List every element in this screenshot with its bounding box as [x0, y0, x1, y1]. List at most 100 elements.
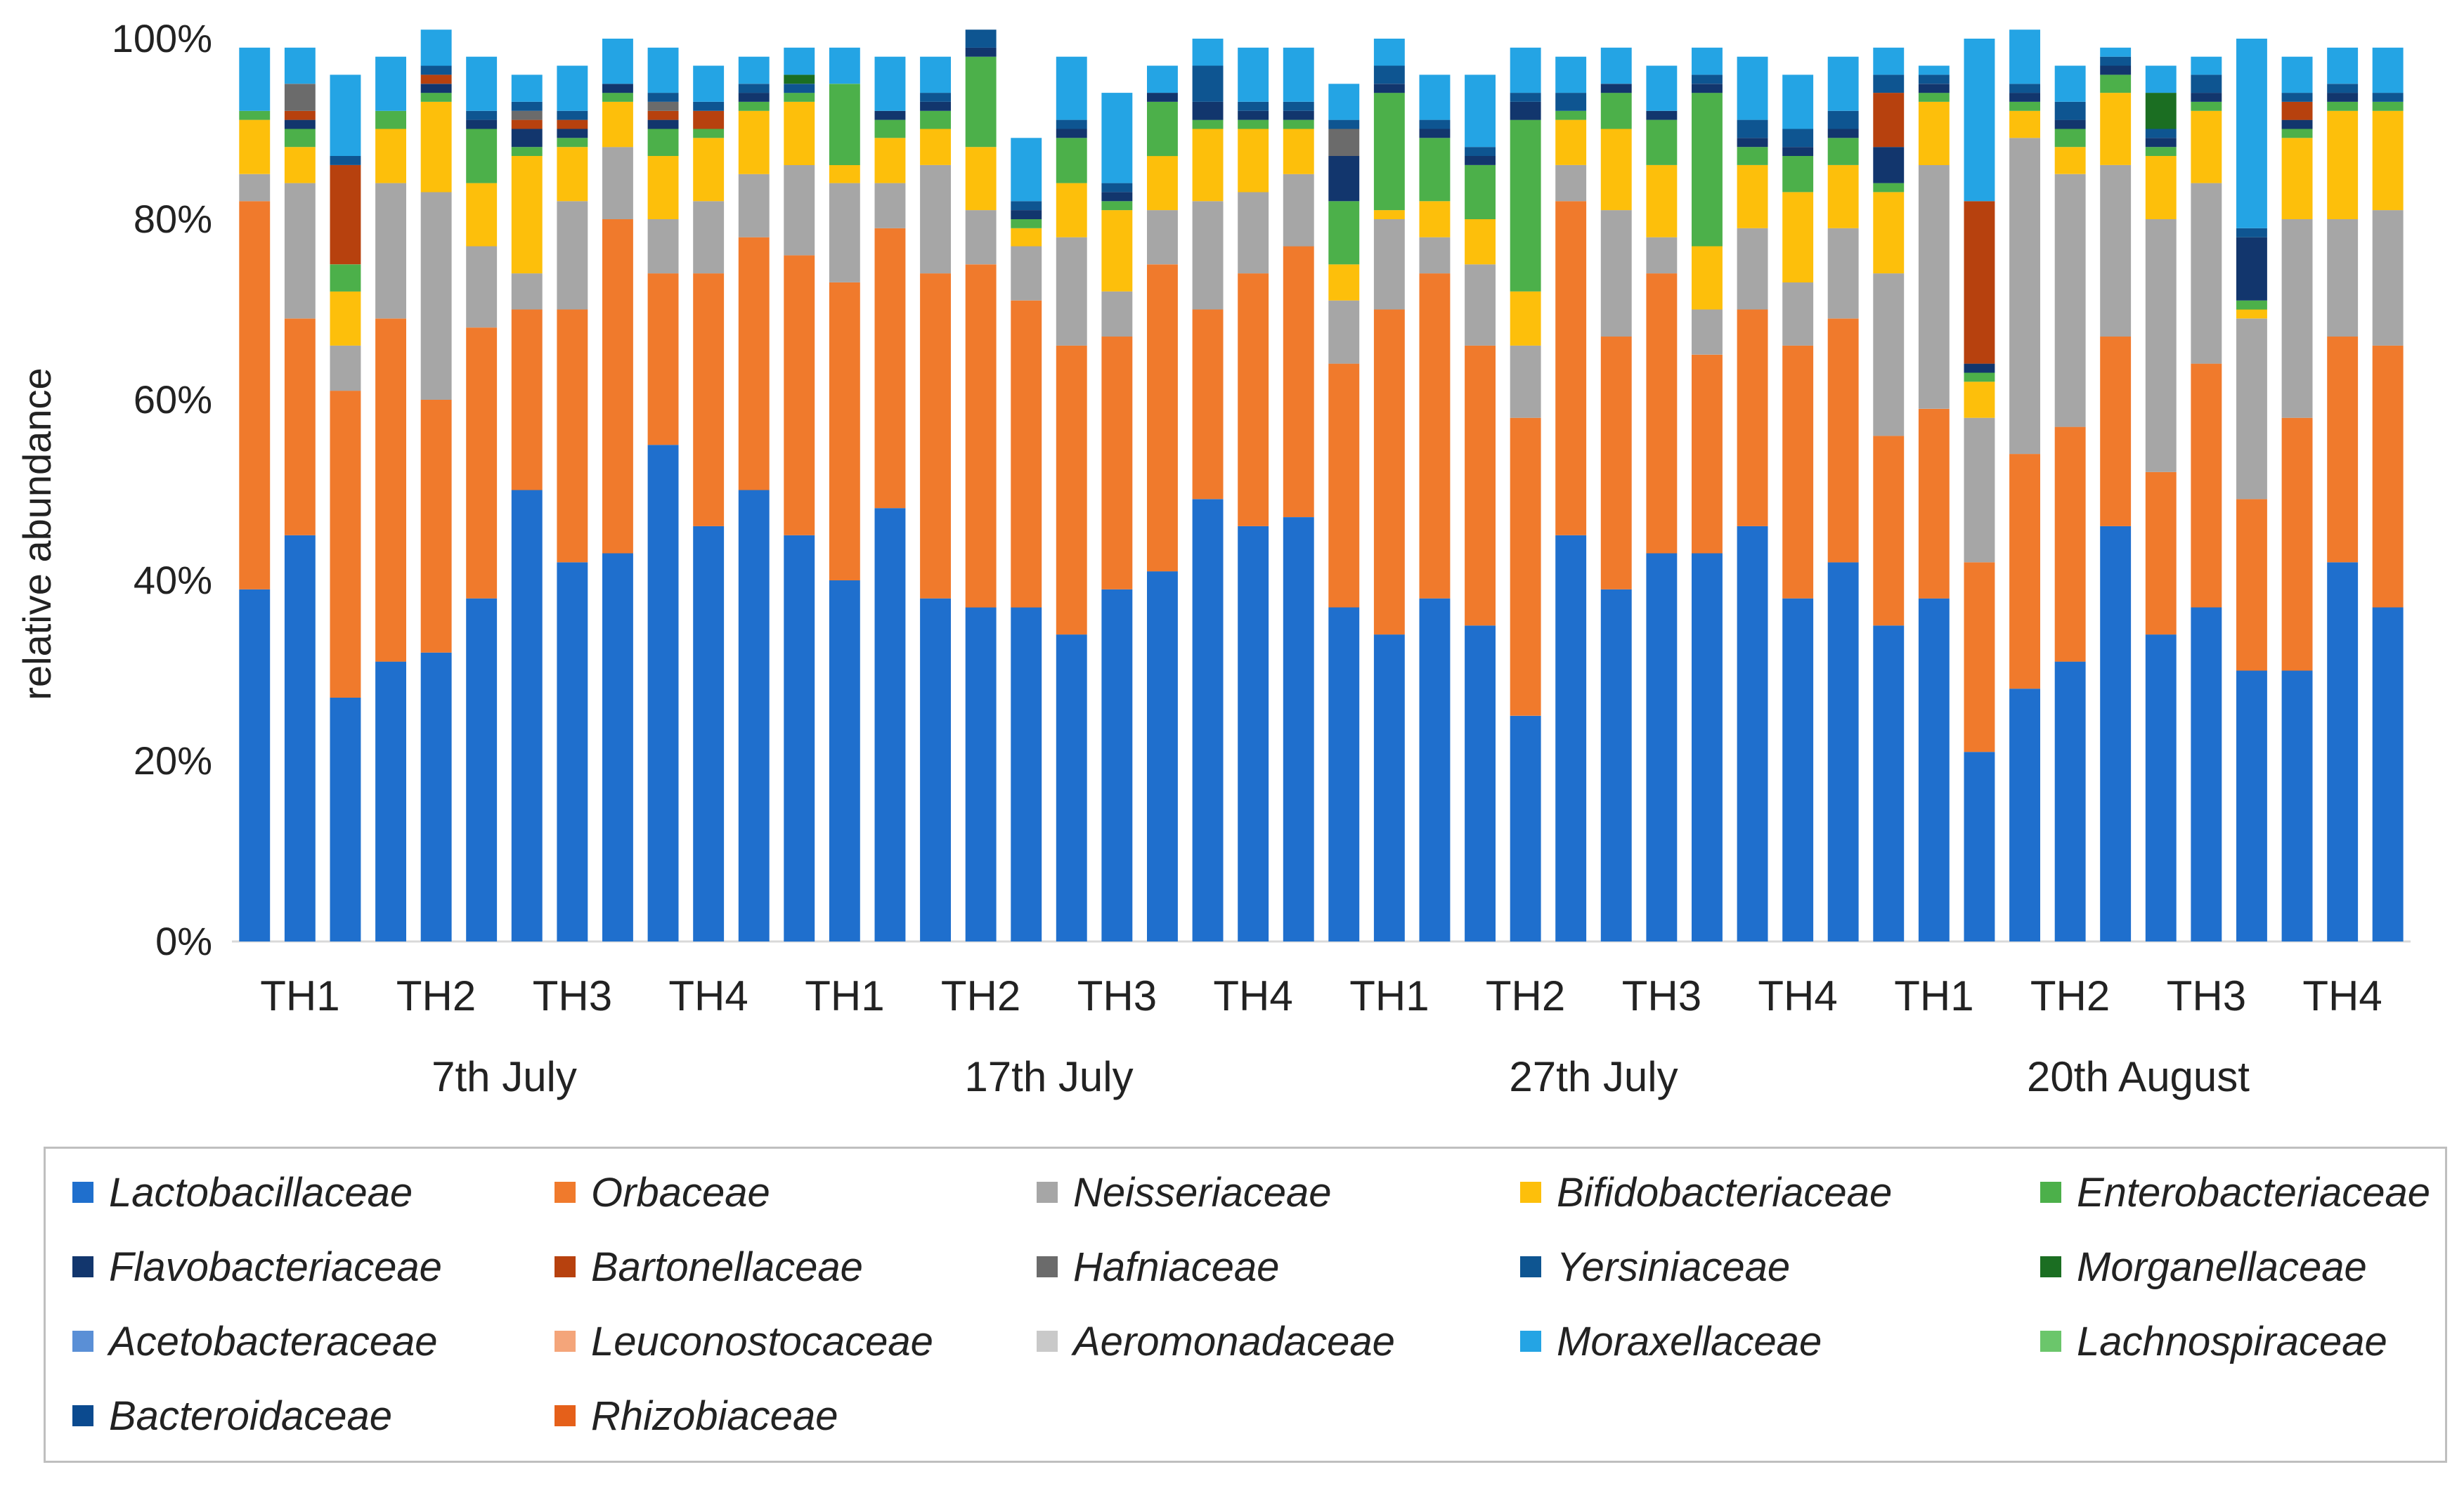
bar-segment	[1827, 138, 1859, 165]
bar-segment	[2009, 689, 2040, 941]
bar-segment	[284, 183, 316, 319]
bar-segment	[965, 47, 997, 57]
bar-segment	[738, 102, 770, 111]
bar-segment	[829, 282, 860, 580]
bar-segment	[1238, 102, 1269, 111]
bar-segment	[2281, 138, 2313, 219]
legend-item: Bacteroidaceae	[72, 1388, 392, 1444]
bar-segment	[1011, 300, 1042, 608]
legend-item: Hafniaceae	[1037, 1239, 1279, 1295]
bar-segment	[1918, 598, 1950, 941]
bar-segment	[2191, 183, 2222, 364]
x-group-label: TH2	[941, 972, 1020, 1019]
bar-segment	[829, 580, 860, 941]
bar-segment	[693, 201, 725, 274]
legend-label: Bartonellaceae	[591, 1244, 863, 1290]
legend-label: Aeromonadaceae	[1073, 1318, 1395, 1364]
bar-segment	[2145, 93, 2177, 129]
bar-segment	[2236, 39, 2267, 228]
bar-segment	[2054, 129, 2086, 148]
bar-segment	[1600, 84, 1632, 93]
bar-segment	[284, 110, 316, 120]
legend-label: Leuconostocaceae	[591, 1318, 933, 1364]
bar-segment	[466, 327, 498, 599]
bar-segment	[1419, 598, 1451, 941]
bar-segment	[1782, 74, 1814, 129]
bar-segment	[1101, 183, 1133, 193]
bar-segment	[1328, 264, 1360, 301]
bar-segment	[330, 698, 361, 941]
bar-segment	[2372, 345, 2404, 608]
bar-segment	[1465, 147, 1496, 156]
bar-segment	[1918, 408, 1950, 599]
bar-segment	[1782, 147, 1814, 156]
legend-swatch	[555, 1182, 576, 1203]
bar-segment	[784, 47, 815, 75]
bar-segment	[1737, 56, 1768, 120]
x-group-label: TH3	[2167, 972, 2246, 1019]
legend-item: Lactobacillaceae	[72, 1164, 413, 1220]
bar-segment	[1373, 634, 1405, 941]
legend-swatch	[1520, 1182, 1541, 1203]
bar-segment	[1873, 273, 1905, 436]
bar-segment	[738, 93, 770, 102]
bar-segment	[1373, 219, 1405, 310]
bar-segment	[2372, 47, 2404, 93]
bar-segment	[284, 318, 316, 535]
bar-segment	[1419, 129, 1451, 138]
bar-segment	[1011, 228, 1042, 247]
bar-segment	[420, 192, 452, 400]
bar-segment	[2372, 607, 2404, 941]
bar-segment	[284, 147, 316, 183]
bar-segment	[2009, 454, 2040, 689]
bar-segment	[738, 237, 770, 490]
bar-segment	[1465, 345, 1496, 626]
bar-segment	[1011, 607, 1042, 941]
bar-segment	[1056, 138, 1087, 183]
bar-segment	[1827, 164, 1859, 228]
legend-swatch	[1037, 1182, 1058, 1203]
bar-segment	[1510, 47, 1541, 93]
bar-segment	[2281, 219, 2313, 418]
bar-segment	[1328, 607, 1360, 941]
bar-segment	[1011, 246, 1042, 301]
bar-segment	[511, 102, 543, 111]
bar-segment	[2100, 337, 2132, 526]
legend-item: Morganellaceae	[2040, 1239, 2367, 1295]
bar-segment	[511, 490, 543, 941]
bar-segment	[1419, 119, 1451, 129]
bar-segment	[1328, 300, 1360, 364]
bar-segment	[965, 607, 997, 941]
x-date-label: 7th July	[432, 1053, 577, 1100]
bar-segment	[1827, 129, 1859, 138]
bar-segment	[693, 526, 725, 941]
bar-segment	[375, 183, 406, 319]
bar-segment	[2327, 562, 2359, 941]
bar-segment	[1465, 625, 1496, 942]
bar-segment	[2327, 93, 2359, 102]
legend-swatch	[555, 1405, 576, 1426]
bar-segment	[1373, 39, 1405, 66]
bar-segment	[1646, 237, 1678, 274]
bar-segment	[647, 156, 679, 219]
bar-segment	[1101, 337, 1133, 589]
bar-segment	[2054, 661, 2086, 941]
bar-segment	[466, 56, 498, 111]
bar-segment	[284, 47, 316, 84]
bar-segment	[1101, 93, 1133, 183]
bar-segment	[784, 84, 815, 93]
bar-segment	[1692, 246, 1723, 310]
bar-segment	[2100, 93, 2132, 165]
bar-segment	[1918, 93, 1950, 102]
bar-segment	[1238, 47, 1269, 102]
bar-segment	[2327, 47, 2359, 84]
bar-segment	[1646, 164, 1678, 237]
bar-segment	[1373, 210, 1405, 219]
bar-segment	[1056, 237, 1087, 346]
bar-segment	[1782, 282, 1814, 346]
bar-segment	[874, 183, 906, 228]
y-tick-label: 60%	[134, 377, 212, 422]
bar-segment	[920, 598, 951, 941]
legend-item: Bartonellaceae	[555, 1239, 863, 1295]
legend-swatch	[1520, 1331, 1541, 1352]
